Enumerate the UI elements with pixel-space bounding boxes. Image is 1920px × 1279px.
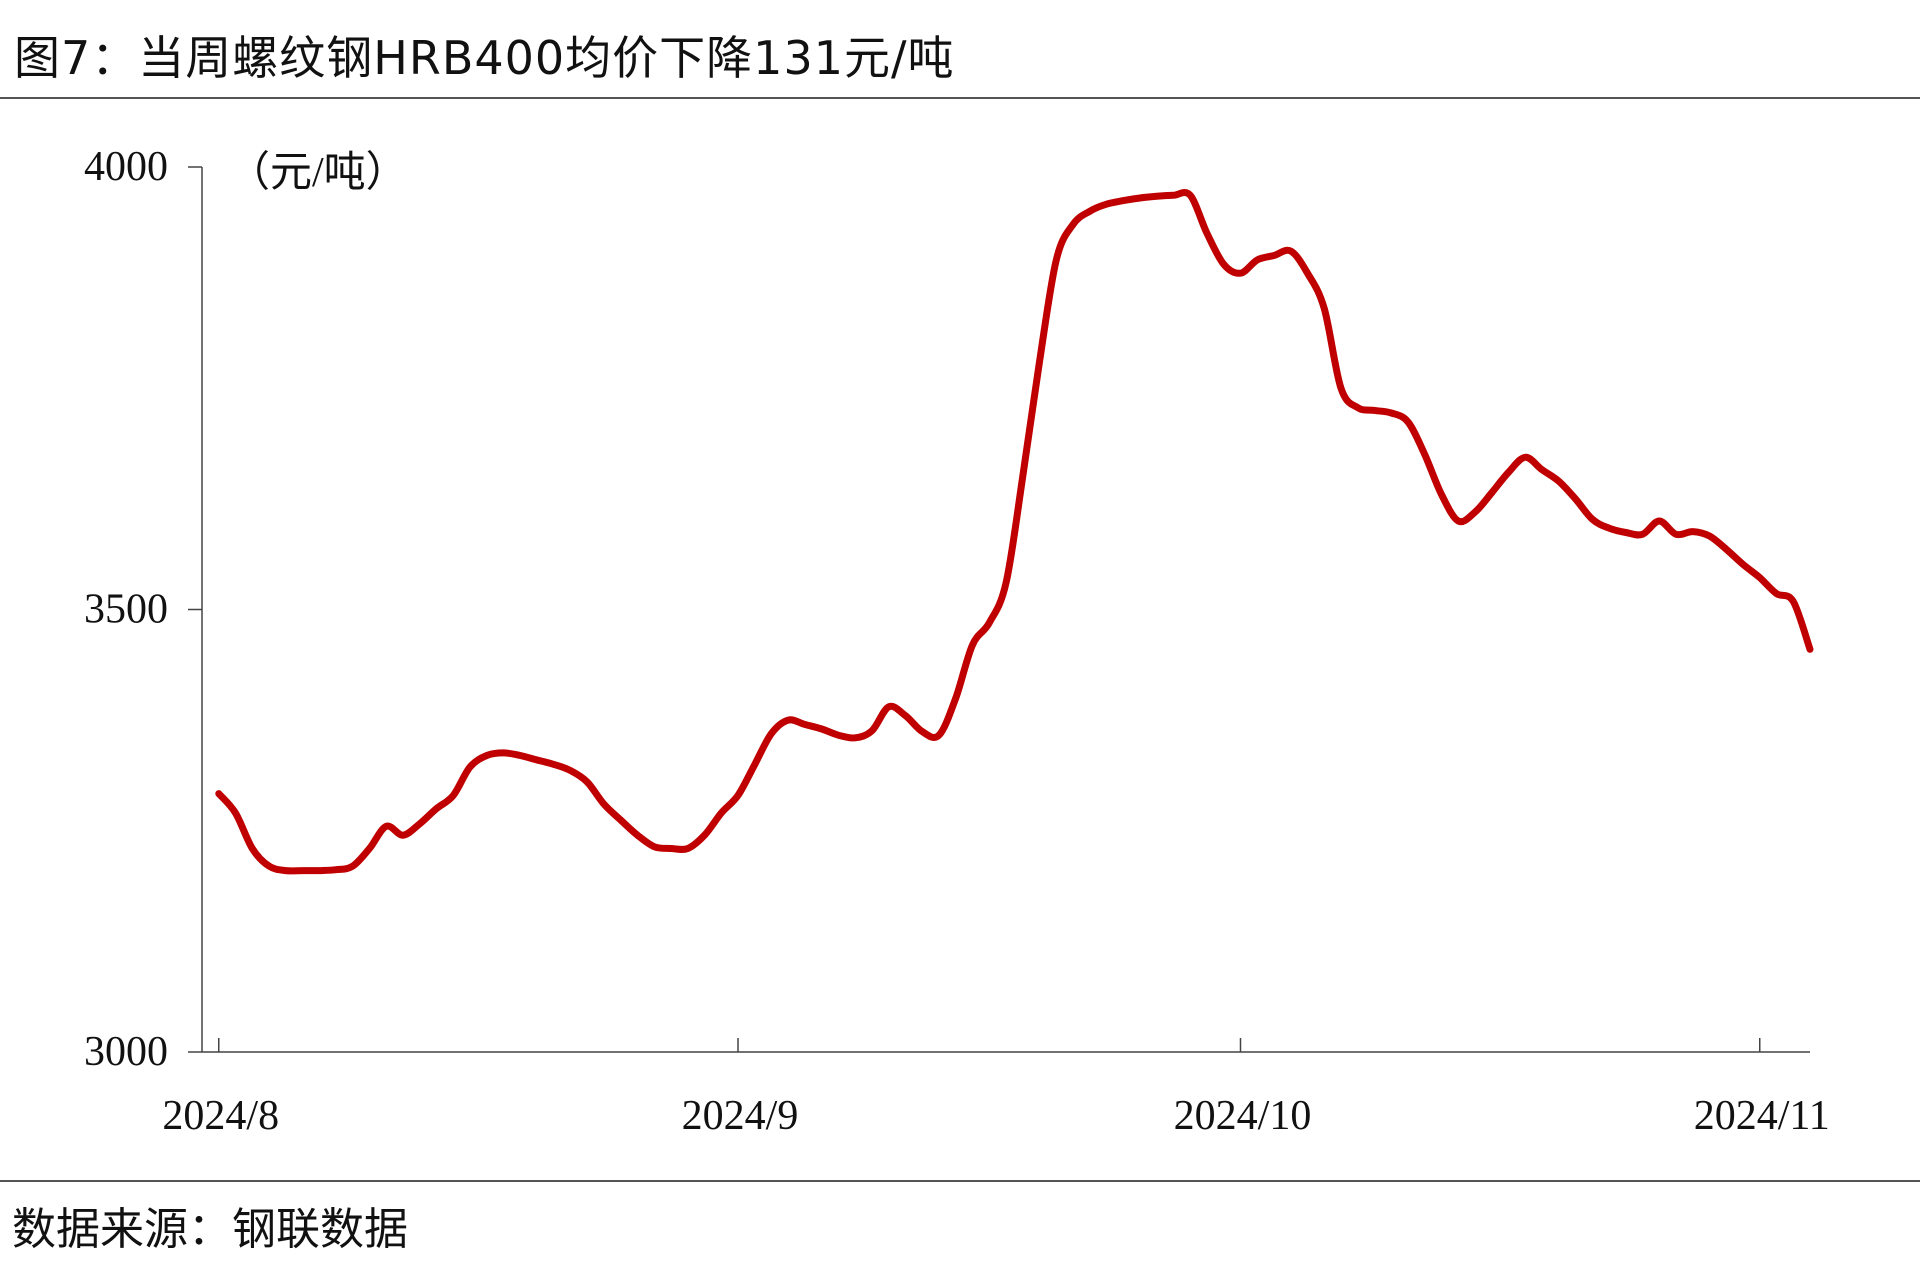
bottom-rule <box>0 1180 1920 1182</box>
chart-ticks: 3000 3500 4000 2024/8 2024/9 2024/10 2024/11 <box>84 144 1830 1139</box>
x-tick-label: 2024/11 <box>1694 1093 1830 1139</box>
series-line <box>215 189 1814 875</box>
y-tick-label: 3000 <box>84 1029 168 1075</box>
y-axis-unit-label: （元/吨） <box>228 150 408 196</box>
y-tick-label: 3500 <box>84 587 168 633</box>
chart-axes <box>201 167 1810 1053</box>
line-chart: 3000 3500 4000 2024/8 2024/9 2024/10 2024/11 （… <box>84 144 1830 1139</box>
figure-source: 数据来源：钢联数据 <box>12 1204 408 1255</box>
chart-series <box>215 189 1814 875</box>
x-tick-label: 2024/10 <box>1174 1093 1312 1139</box>
figure-title: 图7：当周螺纹钢HRB400均价下降131元/吨 <box>14 31 955 85</box>
y-tick-label: 4000 <box>84 144 168 190</box>
x-tick-label: 2024/8 <box>162 1093 279 1139</box>
x-tick-label: 2024/9 <box>682 1093 799 1139</box>
top-rule <box>0 97 1920 99</box>
